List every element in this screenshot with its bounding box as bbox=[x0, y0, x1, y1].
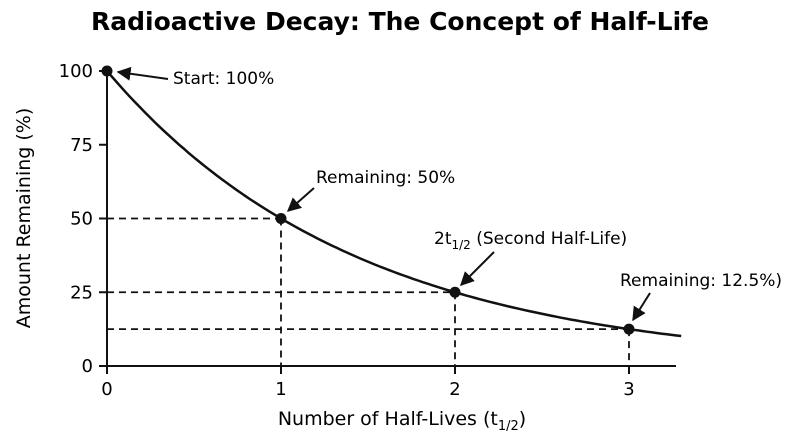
x-axis-label-main: Number of Half-Lives (t bbox=[278, 408, 498, 430]
annotation-second-arrow bbox=[460, 251, 495, 286]
annotation-start-arrow bbox=[116, 66, 169, 81]
dashed-guide-lines bbox=[107, 217, 630, 366]
y-tick-label: 0 bbox=[82, 356, 93, 377]
annotation-start: Start: 100% bbox=[173, 69, 274, 89]
x-axis-label-end: ) bbox=[519, 408, 526, 430]
x-tick-label: 1 bbox=[275, 379, 286, 400]
annotation-third: Remaining: 12.5%) bbox=[620, 271, 782, 291]
y-tick-label: 50 bbox=[70, 209, 93, 230]
y-axis-ticks: 0 25 50 75 100 bbox=[59, 61, 107, 377]
data-point bbox=[623, 323, 635, 335]
annotation-second-end: (Second Half-Life) bbox=[471, 229, 627, 249]
decay-curve bbox=[106, 70, 682, 338]
x-tick-label: 3 bbox=[623, 379, 634, 400]
annotations: Start: 100% Remaining: 50% 2t1/2 (Second… bbox=[116, 66, 782, 322]
y-axis-label: Amount Remaining (%) bbox=[13, 108, 35, 329]
y-tick-label: 75 bbox=[70, 135, 93, 156]
chart-title: Radioactive Decay: The Concept of Half-L… bbox=[91, 7, 709, 36]
data-points bbox=[101, 65, 635, 335]
annotation-second-main: 2t bbox=[434, 229, 452, 249]
annotation-third-arrow bbox=[632, 292, 651, 322]
x-axis-label-sub: 1/2 bbox=[498, 419, 519, 434]
annotation-half: Remaining: 50% bbox=[316, 168, 455, 188]
annotation-half-arrow bbox=[286, 187, 315, 212]
y-tick-label: 25 bbox=[70, 282, 93, 303]
x-axis-label: Number of Half-Lives (t1/2) bbox=[278, 408, 526, 434]
data-point bbox=[275, 213, 287, 224]
x-tick-label: 0 bbox=[101, 379, 112, 400]
x-tick-label: 2 bbox=[449, 379, 460, 400]
data-point bbox=[449, 286, 461, 298]
y-tick-label: 100 bbox=[59, 61, 93, 82]
x-axis-ticks: 0 1 2 3 bbox=[101, 366, 635, 400]
data-point bbox=[101, 65, 113, 77]
annotation-second-sub: 1/2 bbox=[451, 238, 470, 252]
annotation-second-half-life: 2t1/2 (Second Half-Life) bbox=[434, 229, 627, 252]
